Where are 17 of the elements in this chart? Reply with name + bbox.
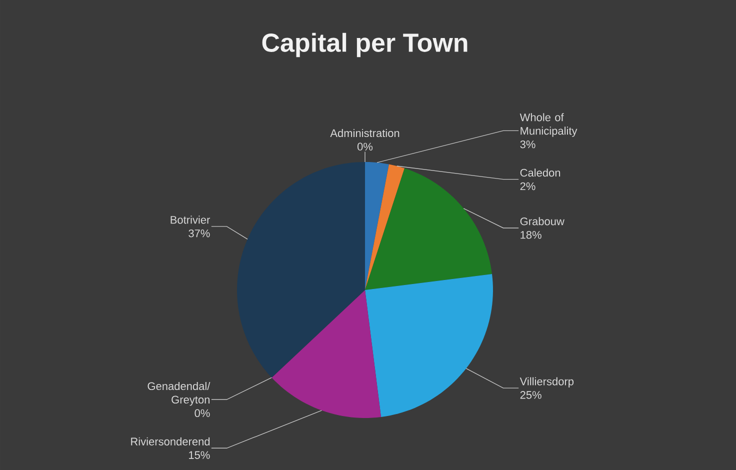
data-label: 18% xyxy=(520,230,542,239)
chart-title: Capital per Town xyxy=(262,32,468,58)
text: 0% xyxy=(194,409,210,418)
data-label: 3% xyxy=(520,140,536,148)
text: 0% xyxy=(357,142,373,151)
category-label: Administration xyxy=(330,128,400,138)
data-label: 2% xyxy=(520,182,536,190)
data-label: 37% xyxy=(188,229,210,238)
category-label: Genadendal/ Greyton xyxy=(148,382,210,406)
slice-label: Caledon xyxy=(520,168,560,177)
slice-label: Grabouw xyxy=(520,217,564,226)
slice-label: Riviersonderend xyxy=(131,437,210,446)
slice-label: Whole of Municipality xyxy=(520,113,578,137)
slice-label: Botrivier xyxy=(170,216,210,224)
slice-label: Villiersdorp xyxy=(520,377,574,388)
data-label: 15% xyxy=(189,451,210,459)
data-label: 25% xyxy=(520,391,542,399)
